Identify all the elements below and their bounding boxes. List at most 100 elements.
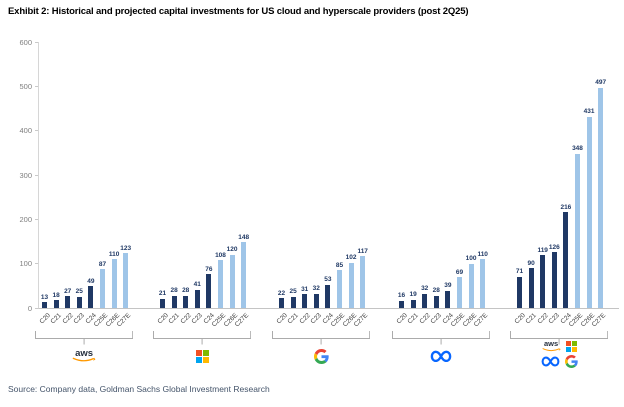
bar-google-C20: [279, 298, 284, 308]
bar-value-label: 32: [421, 285, 429, 293]
bar-aws-C23: [76, 296, 82, 308]
y-axis-tick-mark: [35, 307, 38, 309]
bar-value-label: 53: [324, 276, 332, 284]
microsoft-logo-icon: [565, 341, 577, 352]
bar-aws-C21: [53, 300, 59, 308]
combined-logos-icon: aws: [541, 340, 578, 368]
x-axis-label: C21: [49, 312, 64, 326]
y-axis-tick-label: 400: [19, 126, 32, 136]
bar-value-label: 123: [120, 244, 132, 252]
bar-aws-C20: [42, 302, 47, 308]
bar-value-label: 27: [64, 287, 72, 295]
bar-value-label: 39: [444, 282, 452, 290]
bar-google-C27E: [360, 256, 366, 308]
bar-value-label: 102: [345, 254, 357, 262]
bar-aws-C25E: [100, 269, 105, 308]
exhibit-title: Exhibit 2: Historical and projected capi…: [8, 6, 469, 17]
bar-value-label: 19: [409, 291, 417, 299]
bar-meta-C24: [445, 290, 451, 308]
bar-value-label: 110: [477, 250, 488, 258]
google-logo-icon: [564, 354, 578, 368]
bar-value-label: 90: [527, 259, 535, 267]
bar-combined-C22: [540, 255, 546, 308]
google-logo-icon: [313, 348, 329, 364]
y-axis-tick-label: 100: [19, 259, 32, 269]
bar-google-C26E: [348, 262, 354, 308]
x-axis-label: C21: [524, 312, 539, 326]
source-note: Source: Company data, Goldman Sachs Glob…: [8, 384, 270, 394]
y-axis-tick-label: 200: [19, 214, 32, 224]
bar-microsoft-C21: [171, 295, 177, 308]
bar-value-label: 216: [560, 203, 572, 211]
bar-value-label: 148: [238, 233, 250, 241]
bar-value-label: 119: [537, 246, 548, 254]
bar-meta-C20: [399, 300, 404, 308]
y-axis-tick-label: 0: [27, 303, 32, 313]
meta-logo-icon: [430, 350, 452, 362]
bar-value-label: 117: [357, 247, 368, 255]
bar-microsoft-C23: [194, 289, 200, 308]
bar-value-label: 25: [289, 288, 297, 296]
bar-value-label: 85: [335, 261, 344, 269]
bar-microsoft-C26E: [229, 254, 235, 308]
bar-microsoft-C25E: [218, 260, 223, 308]
aws-logo-icon: aws: [542, 340, 561, 353]
bar-combined-C25E: [575, 153, 580, 308]
bar-meta-C21: [410, 299, 416, 308]
y-axis-tick-mark: [35, 174, 38, 176]
bar-value-label: 21: [158, 290, 167, 298]
microsoft-logo: [187, 346, 217, 366]
aws-logo: aws: [69, 346, 99, 366]
bar-value-label: 28: [182, 287, 190, 295]
bar-value-label: 18: [52, 291, 60, 299]
x-axis-label: C23: [72, 312, 87, 326]
y-axis-tick-label: 300: [19, 170, 32, 180]
y-axis-tick-label: 500: [19, 81, 32, 91]
y-axis-tick-mark: [35, 130, 38, 132]
group-bracket-meta: [392, 331, 491, 351]
group-bracket-combined: [510, 331, 609, 351]
bar-combined-C27E: [598, 87, 604, 308]
x-axis-label: C23: [190, 312, 205, 326]
bar-aws-C22: [65, 296, 71, 308]
bar-value-label: 69: [455, 268, 464, 276]
bar-microsoft-C27E: [241, 242, 247, 308]
meta-logo-icon: [541, 356, 559, 367]
bar-value-label: 108: [215, 251, 226, 259]
bar-value-label: 31: [301, 285, 309, 293]
bar-value-label: 126: [548, 243, 560, 251]
bar-value-label: 28: [432, 287, 440, 295]
bar-aws-C27E: [123, 253, 129, 308]
bar-meta-C27E: [480, 259, 486, 308]
bar-value-label: 348: [572, 145, 583, 153]
bar-combined-C20: [517, 276, 522, 308]
bar-value-label: 16: [397, 292, 406, 300]
group-bracket-google: [272, 331, 371, 351]
bar-combined-C24: [563, 212, 569, 308]
combined-logo: aws: [535, 336, 583, 372]
bar-aws-C24: [88, 286, 94, 308]
bar-value-label: 41: [193, 281, 201, 289]
bar-value-label: 87: [98, 260, 107, 268]
bar-value-label: 431: [583, 108, 595, 116]
bar-value-label: 22: [277, 289, 286, 297]
x-axis-label: C21: [406, 312, 421, 326]
y-axis-tick-mark: [35, 85, 38, 87]
meta-logo: [426, 346, 456, 366]
bar-microsoft-C24: [206, 274, 212, 308]
bar-meta-C26E: [468, 263, 474, 308]
bar-value-label: 497: [595, 79, 607, 87]
bar-meta-C22: [422, 293, 428, 308]
bar-microsoft-C20: [160, 298, 165, 308]
bar-value-label: 13: [40, 293, 49, 301]
bar-value-label: 32: [312, 285, 320, 293]
bar-microsoft-C22: [183, 295, 189, 308]
y-axis-tick-mark: [35, 263, 38, 265]
x-axis-label: C21: [167, 312, 182, 326]
y-axis-tick-mark: [35, 218, 38, 220]
bar-value-label: 71: [515, 268, 524, 276]
x-axis-label: C23: [309, 312, 324, 326]
y-axis-tick-mark: [35, 41, 38, 43]
bar-value-label: 120: [226, 246, 238, 254]
